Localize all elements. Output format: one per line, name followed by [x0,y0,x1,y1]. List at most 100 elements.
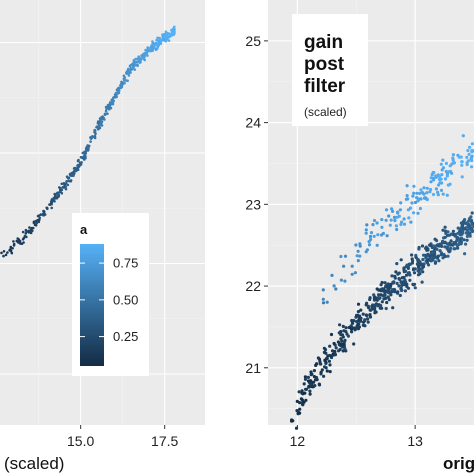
right-data-point [314,363,318,367]
right-data-point [441,158,445,162]
left-data-point [145,52,148,56]
right-data-point [403,289,407,293]
right-data-point [324,361,328,365]
right-data-point [364,231,368,235]
left-data-point [48,203,51,206]
right-data-point [361,312,365,316]
left-data-point [127,74,131,77]
left-data-point [4,253,8,257]
right-data-point [408,278,412,282]
right-data-point [320,368,324,372]
left-data-point [69,179,73,182]
right-data-point [385,283,389,287]
annotation-line-3: filter [304,76,346,97]
left-data-point [100,124,104,127]
right-data-point [466,159,470,163]
right-data-point [417,247,421,251]
right-data-point [341,342,345,346]
right-data-point [458,229,462,233]
right-x-tick-label: 12 [290,433,306,449]
annotation-background [292,14,368,126]
right-data-point [328,363,332,367]
right-data-point [422,262,426,266]
left-data-point [151,41,155,45]
right-data-point [352,342,356,346]
right-data-point [298,411,302,415]
right-data-point [406,208,410,212]
right-data-point [409,220,413,224]
right-data-point [428,187,433,192]
left-data-point [65,180,68,183]
left-x-tick-label: 17.5 [151,433,178,449]
right-data-point [310,372,314,376]
right-data-point [318,359,322,364]
right-data-point [380,218,384,222]
left-data-point [164,34,167,37]
right-data-point [470,154,474,158]
left-data-point [144,48,147,52]
right-y-tick-label: 24 [245,115,261,131]
right-data-point [381,231,385,236]
right-data-point [413,200,418,205]
left-data-point [42,210,46,213]
right-data-point [411,194,415,198]
right-data-point [422,253,426,257]
right-data-point [325,369,329,373]
right-data-point [379,304,383,308]
right-data-point [402,267,406,271]
left-data-point [6,251,9,254]
left-data-point [100,116,104,119]
right-data-point [460,163,464,167]
left-data-point [171,33,174,36]
right-data-point [341,335,345,339]
left-data-point [21,238,25,241]
right-data-point [465,238,469,242]
left-data-point [50,201,53,205]
right-data-point [390,207,394,211]
right-data-point [347,325,351,330]
left-data-point [131,63,135,67]
right-data-point [460,232,464,236]
right-data-point [412,211,416,215]
right-data-point [457,155,461,159]
right-data-point [429,243,433,248]
left-data-point [129,68,132,71]
right-data-point [329,332,334,337]
right-data-point [451,229,455,233]
right-data-point [387,291,391,295]
right-data-point [441,166,446,170]
left-data-point [125,70,129,73]
left-data-point [36,219,39,222]
right-data-point [410,201,414,205]
right-data-point [376,233,380,237]
right-data-point [391,281,396,285]
left-data-point [60,188,64,192]
left-data-point [63,183,66,187]
right-data-point [352,326,356,330]
right-data-point [353,271,357,275]
right-data-point [365,223,369,227]
right-data-point [411,282,415,286]
left-data-point [72,170,76,173]
annotation-line-1: gain [304,32,343,53]
left-data-point [172,29,176,33]
right-data-point [304,387,308,391]
right-data-point [332,341,336,346]
right-data-point [434,174,438,178]
right-data-point [385,300,389,305]
right-data-point [343,347,347,351]
right-data-point [443,177,448,181]
right-data-point [425,248,429,252]
left-data-point [81,151,85,155]
right-data-point [369,308,373,312]
left-data-point [133,68,136,71]
left-points [0,25,176,258]
right-data-point [365,314,369,318]
left-data-point [93,134,97,138]
right-data-point [438,174,442,179]
right-data-point [441,256,445,260]
right-data-point [393,276,397,280]
left-data-point [65,175,69,178]
left-data-point [28,226,31,229]
left-data-point [148,47,151,51]
